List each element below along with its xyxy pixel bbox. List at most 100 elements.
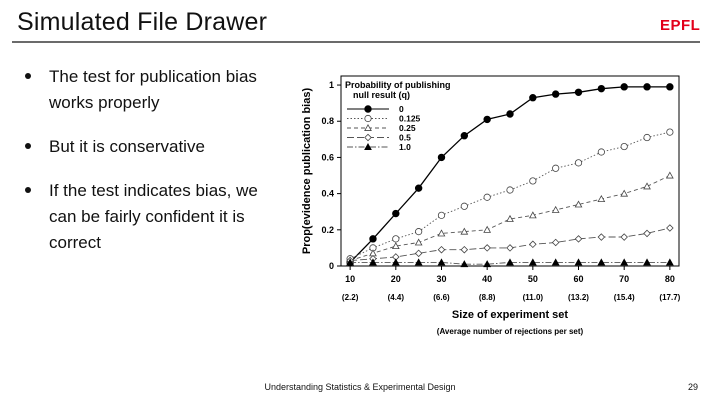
bullet-item: If the test indicates bias, we can be fa… — [22, 178, 282, 256]
data-point — [665, 258, 674, 266]
bullet-dot-icon — [25, 73, 31, 79]
bullet-text: The test for publication bias works prop… — [49, 67, 257, 112]
data-point — [460, 202, 468, 210]
title-divider — [12, 41, 700, 43]
data-point — [437, 153, 446, 162]
data-point — [369, 235, 377, 243]
data-point — [483, 225, 492, 233]
data-point — [643, 229, 651, 238]
data-point — [574, 235, 583, 243]
data-point — [665, 171, 674, 179]
data-point — [551, 205, 560, 213]
publication-bias-chart: 0 0.2 0.4 0.6 0.8 1 10 (2.2) 20 (4.4) 30 (6.6) 40 (8.… — [301, 75, 681, 336]
data-point — [391, 242, 400, 250]
data-point — [506, 110, 514, 118]
data-point — [392, 209, 400, 218]
data-point — [346, 258, 355, 266]
data-point — [437, 229, 446, 237]
bullet-list: The test for publication bias works prop… — [22, 64, 282, 274]
data-point — [528, 211, 537, 219]
series-line — [350, 261, 670, 265]
x-secondary-tick-label: (2.2) — [342, 293, 359, 302]
data-point — [483, 193, 491, 201]
data-point — [364, 105, 372, 113]
data-point — [620, 233, 628, 241]
y-tick-label: 0.2 — [321, 225, 334, 235]
data-point — [460, 227, 469, 235]
y-axis-label: Prop(evidence publication bias) — [301, 88, 313, 255]
data-point — [364, 142, 372, 150]
legend-entry: 1.0 — [399, 142, 411, 152]
footer-text: Understanding Statistics & Experimental … — [264, 382, 456, 392]
data-point — [392, 235, 400, 243]
series-line — [349, 175, 671, 262]
data-point — [666, 128, 674, 136]
data-point — [643, 133, 651, 142]
data-point — [483, 115, 491, 124]
data-point — [574, 258, 583, 266]
data-point — [620, 258, 629, 266]
legend-entry: 0.5 — [399, 133, 411, 143]
data-point — [437, 258, 446, 266]
x-axis-label: Size of experiment set — [452, 309, 568, 321]
bullet-text: But it is conservative — [49, 137, 205, 156]
data-point — [437, 245, 446, 254]
epfl-logo: EPFL — [660, 17, 701, 34]
bullet-item: But it is conservative — [22, 134, 282, 160]
data-point — [551, 90, 560, 98]
x-tick-label: 10 — [345, 274, 355, 284]
bullet-dot-icon — [25, 187, 31, 193]
y-tick-label: 0.4 — [321, 189, 334, 199]
data-point — [552, 164, 560, 172]
data-point — [551, 238, 560, 247]
data-point — [369, 258, 377, 266]
legend-entry: 0 — [399, 104, 404, 114]
data-point — [643, 258, 651, 266]
data-point — [364, 123, 372, 131]
data-point — [506, 258, 514, 266]
legend-title: Probability of publishing — [345, 80, 451, 90]
plot-frame — [340, 75, 680, 267]
data-point — [620, 189, 629, 197]
x-tick-label: 50 — [528, 274, 538, 284]
y-tick-label: 0.6 — [321, 152, 334, 162]
data-point — [460, 132, 469, 140]
legend-entry: 0.25 — [399, 123, 416, 133]
data-point — [414, 258, 423, 266]
data-point — [483, 260, 492, 268]
data-point — [666, 224, 674, 232]
data-point — [666, 83, 674, 91]
x-secondary-tick-label: (15.4) — [614, 293, 635, 302]
x-axis-sublabel: (Average number of rejections per set) — [437, 327, 584, 336]
data-point — [528, 258, 537, 266]
x-tick-label: 30 — [436, 274, 446, 284]
x-secondary-tick-label: (6.6) — [433, 293, 450, 302]
x-tick-label: 20 — [391, 274, 401, 284]
y-tick-label: 1 — [329, 80, 334, 90]
data-point — [483, 244, 491, 252]
data-point — [620, 142, 628, 151]
data-point — [597, 233, 606, 241]
bullet-dot-icon — [25, 143, 31, 149]
data-point — [620, 83, 628, 91]
data-point — [529, 240, 537, 249]
data-point — [597, 84, 606, 93]
legend-title: null result (q) — [353, 90, 410, 100]
data-point — [506, 186, 514, 194]
data-point — [364, 114, 372, 123]
data-point — [597, 195, 606, 203]
x-secondary-tick-label: (13.2) — [568, 293, 589, 302]
data-point — [391, 258, 400, 266]
data-point — [574, 159, 583, 167]
y-tick-label: 0.8 — [321, 116, 334, 126]
data-point — [597, 258, 606, 266]
data-point — [414, 238, 423, 246]
data-point — [414, 249, 423, 258]
data-point — [574, 200, 583, 208]
data-point — [506, 244, 514, 252]
x-tick-label: 80 — [665, 274, 675, 284]
page-number: 29 — [688, 382, 699, 392]
data-point — [574, 88, 583, 96]
data-point — [414, 184, 423, 192]
y-tick-label: 0 — [329, 261, 334, 271]
